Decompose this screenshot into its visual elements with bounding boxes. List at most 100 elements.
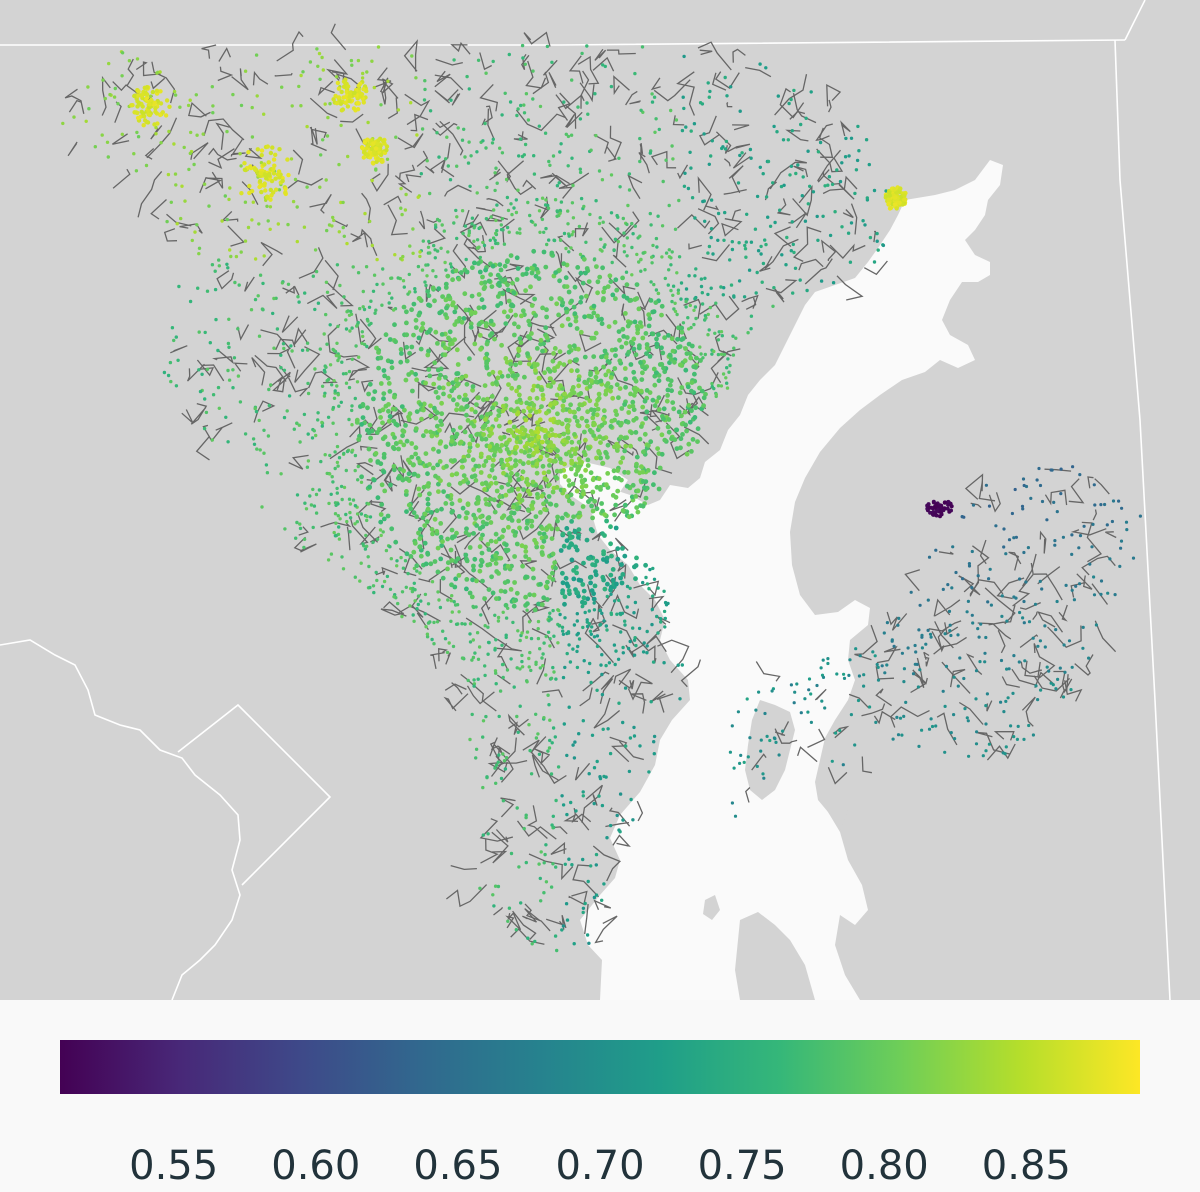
node-point [337, 404, 341, 408]
node-point [420, 127, 425, 131]
node-point [625, 584, 630, 589]
node-point [443, 297, 449, 303]
node-point [401, 254, 405, 259]
road-segment [723, 158, 731, 167]
road-segment [875, 688, 892, 707]
node-point [498, 689, 503, 693]
node-point [483, 673, 487, 678]
node-point [348, 516, 353, 520]
node-point [401, 442, 407, 448]
node-point [306, 381, 310, 386]
node-point [339, 400, 343, 404]
node-point [892, 644, 896, 648]
node-point [518, 439, 523, 445]
node-point [271, 157, 277, 162]
node-point [294, 536, 298, 540]
node-point [1064, 583, 1068, 588]
node-point [375, 460, 381, 465]
node-point [432, 516, 438, 522]
node-point [789, 97, 793, 102]
node-point [503, 321, 509, 326]
node-point [540, 396, 546, 402]
node-point [365, 544, 369, 548]
node-point [1045, 665, 1049, 669]
node-point [606, 324, 612, 329]
node-point [158, 89, 163, 94]
node-point [506, 382, 511, 387]
node-point [534, 662, 538, 666]
node-point [333, 501, 338, 505]
node-point [463, 477, 469, 482]
node-point [970, 613, 974, 617]
node-point [330, 383, 334, 387]
node-point [399, 186, 403, 191]
road-segment [355, 313, 366, 345]
node-point [418, 254, 422, 259]
node-point [130, 103, 135, 108]
node-point [534, 395, 540, 401]
node-point [439, 332, 445, 337]
node-point [444, 157, 448, 161]
node-point [1007, 667, 1011, 671]
node-point [934, 724, 938, 728]
node-point [174, 183, 178, 187]
node-point [550, 358, 556, 364]
node-point [258, 171, 264, 176]
node-point [506, 428, 511, 433]
node-point [670, 348, 676, 354]
node-point [415, 607, 419, 611]
node-point [503, 396, 509, 402]
road-segment [398, 164, 416, 180]
node-point [201, 132, 205, 136]
node-point [1074, 584, 1078, 588]
node-point [498, 555, 504, 561]
node-point [1012, 654, 1016, 658]
node-point [560, 794, 564, 798]
node-point [499, 442, 505, 448]
node-point [553, 735, 557, 739]
node-point [644, 575, 648, 580]
node-point [657, 127, 661, 132]
node-point [289, 344, 293, 348]
map-canvas[interactable] [0, 0, 1200, 1000]
node-point [141, 123, 146, 128]
node-point [399, 555, 403, 560]
node-point [249, 188, 255, 194]
road-segment [404, 93, 431, 126]
node-point [525, 601, 530, 607]
node-point [570, 863, 574, 867]
node-point [778, 208, 782, 212]
node-point [526, 200, 530, 205]
node-point [538, 445, 544, 450]
road-segment [579, 82, 595, 103]
node-point [653, 370, 659, 376]
node-point [318, 185, 322, 189]
node-point [630, 399, 636, 405]
node-point [551, 154, 556, 158]
node-point [144, 119, 150, 125]
node-point [623, 686, 628, 690]
node-point [555, 448, 560, 454]
node-point [967, 564, 972, 568]
node-point [494, 671, 498, 675]
node-point [505, 373, 511, 379]
node-point [583, 467, 588, 473]
road-segment [506, 160, 533, 196]
node-point [667, 203, 671, 208]
node-point [709, 286, 713, 290]
node-point [563, 665, 567, 670]
node-point [470, 216, 475, 220]
node-point [317, 51, 322, 56]
node-point [587, 609, 591, 613]
node-point [344, 512, 348, 517]
road-segment [578, 333, 602, 353]
road-segment [721, 218, 743, 237]
node-point [353, 522, 357, 526]
node-point [365, 344, 369, 349]
node-point [598, 484, 603, 490]
node-point [337, 537, 342, 541]
node-point [214, 317, 218, 322]
node-point [460, 138, 465, 142]
node-point [633, 416, 639, 421]
node-point [639, 108, 643, 113]
